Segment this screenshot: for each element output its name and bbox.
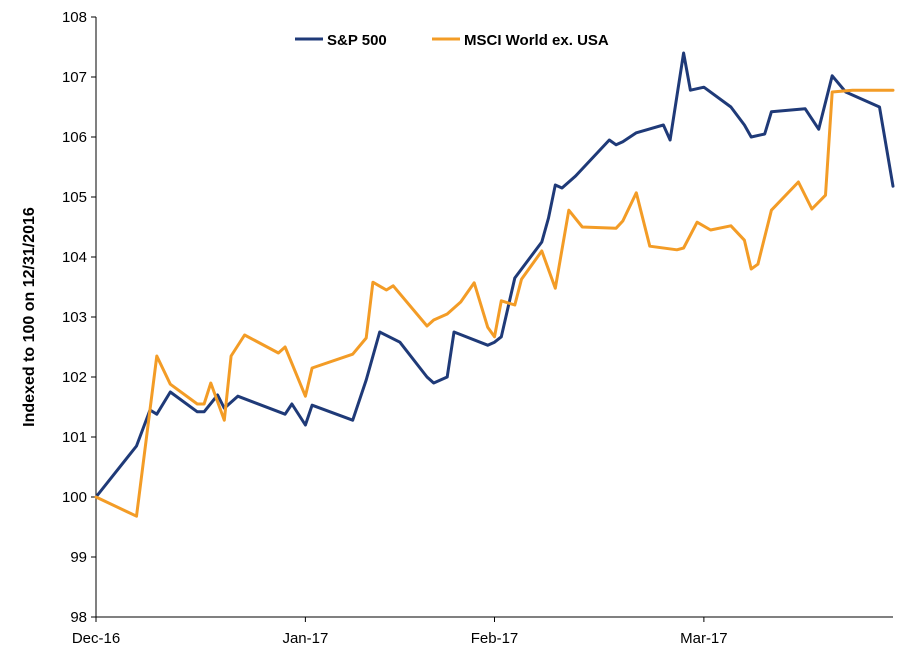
legend: S&P 500 MSCI World ex. USA xyxy=(295,32,609,49)
series-lines xyxy=(94,51,895,518)
x-tick-label: Dec-16 xyxy=(72,630,120,647)
y-axis: 98 99 100 101 102 103 104 105 106 107 108 xyxy=(62,9,97,626)
y-tick-label: 103 xyxy=(62,309,87,326)
x-axis: Dec-16 Jan-17 Feb-17 Mar-17 xyxy=(72,616,893,647)
y-tick-label: 99 xyxy=(70,549,87,566)
y-tick-label: 105 xyxy=(62,189,87,206)
y-tick-label: 108 xyxy=(62,9,87,26)
legend-label-sp500: S&P 500 xyxy=(327,32,387,49)
y-tick-label: 107 xyxy=(62,69,87,86)
y-tick-label: 104 xyxy=(62,249,87,266)
y-tick-label: 102 xyxy=(62,369,87,386)
x-tick-label: Feb-17 xyxy=(471,630,519,647)
x-tick-label: Jan-17 xyxy=(282,630,328,647)
series-line-msci xyxy=(94,88,895,518)
legend-label-msci: MSCI World ex. USA xyxy=(464,32,609,49)
y-axis-title: Indexed to 100 on 12/31/2016 xyxy=(21,207,38,427)
y-tick-label: 101 xyxy=(62,429,87,446)
y-tick-label: 98 xyxy=(70,609,87,626)
series-line-sp500 xyxy=(94,51,895,499)
y-tick-label: 106 xyxy=(62,129,87,146)
x-tick-label: Mar-17 xyxy=(680,630,728,647)
y-tick-label: 100 xyxy=(62,489,87,506)
